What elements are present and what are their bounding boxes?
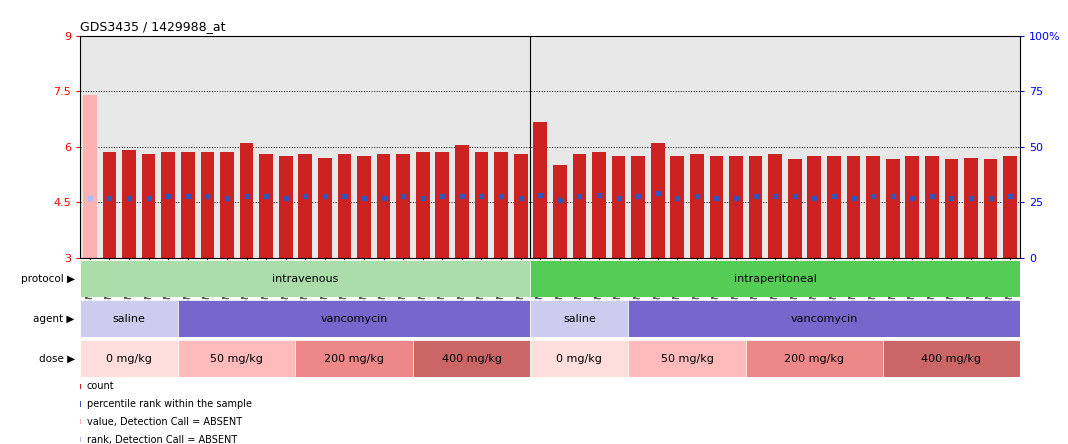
Bar: [745, 340, 883, 377]
Bar: [883, 340, 1020, 377]
Text: GDS3435 / 1429988_at: GDS3435 / 1429988_at: [80, 20, 225, 33]
Bar: [885, 159, 899, 258]
Bar: [239, 143, 253, 258]
Text: 200 mg/kg: 200 mg/kg: [784, 353, 845, 364]
Text: 400 mg/kg: 400 mg/kg: [442, 353, 502, 364]
Bar: [984, 159, 998, 258]
Text: 400 mg/kg: 400 mg/kg: [922, 353, 981, 364]
Bar: [788, 159, 802, 258]
Bar: [318, 158, 332, 258]
Bar: [178, 340, 296, 377]
Bar: [415, 152, 429, 258]
Bar: [161, 152, 175, 258]
Bar: [103, 152, 116, 258]
Bar: [827, 156, 841, 258]
Text: 200 mg/kg: 200 mg/kg: [325, 353, 384, 364]
Bar: [650, 143, 664, 258]
Bar: [337, 154, 351, 258]
Bar: [807, 156, 821, 258]
Bar: [847, 156, 861, 258]
Bar: [925, 156, 939, 258]
Bar: [260, 154, 273, 258]
Bar: [749, 156, 763, 258]
Bar: [296, 340, 413, 377]
Text: 0 mg/kg: 0 mg/kg: [106, 353, 152, 364]
Bar: [122, 150, 136, 258]
Bar: [413, 340, 531, 377]
Bar: [201, 152, 215, 258]
Text: vancomycin: vancomycin: [790, 313, 858, 324]
Bar: [80, 260, 531, 297]
Text: percentile rank within the sample: percentile rank within the sample: [87, 399, 252, 409]
Bar: [142, 154, 156, 258]
Bar: [628, 300, 1020, 337]
Bar: [279, 156, 293, 258]
Text: count: count: [87, 381, 114, 391]
Text: dose ▶: dose ▶: [38, 353, 75, 364]
Text: 50 mg/kg: 50 mg/kg: [210, 353, 263, 364]
Bar: [866, 156, 880, 258]
Bar: [494, 152, 508, 258]
Bar: [357, 156, 371, 258]
Bar: [396, 154, 410, 258]
Bar: [83, 95, 97, 258]
Text: rank, Detection Call = ABSENT: rank, Detection Call = ABSENT: [87, 435, 237, 444]
Bar: [436, 152, 450, 258]
Bar: [514, 154, 528, 258]
Text: vancomycin: vancomycin: [320, 313, 388, 324]
Text: 0 mg/kg: 0 mg/kg: [556, 353, 602, 364]
Bar: [531, 300, 628, 337]
Bar: [80, 340, 178, 377]
Bar: [220, 152, 234, 258]
Bar: [531, 260, 1020, 297]
Bar: [572, 154, 586, 258]
Bar: [671, 156, 685, 258]
Bar: [628, 340, 745, 377]
Bar: [729, 156, 743, 258]
Bar: [612, 156, 626, 258]
Bar: [964, 158, 978, 258]
Bar: [631, 156, 645, 258]
Bar: [709, 156, 723, 258]
Bar: [377, 154, 391, 258]
Text: value, Detection Call = ABSENT: value, Detection Call = ABSENT: [87, 417, 241, 427]
Text: agent ▶: agent ▶: [33, 313, 75, 324]
Bar: [906, 156, 920, 258]
Bar: [768, 154, 782, 258]
Bar: [944, 159, 958, 258]
Bar: [533, 123, 547, 258]
Bar: [1003, 156, 1017, 258]
Bar: [180, 152, 194, 258]
Text: 50 mg/kg: 50 mg/kg: [661, 353, 713, 364]
Bar: [178, 300, 531, 337]
Bar: [474, 152, 488, 258]
Text: saline: saline: [112, 313, 145, 324]
Text: intravenous: intravenous: [272, 274, 339, 284]
Text: saline: saline: [563, 313, 596, 324]
Text: protocol ▶: protocol ▶: [20, 274, 75, 284]
Bar: [553, 165, 567, 258]
Bar: [531, 340, 628, 377]
Bar: [455, 145, 469, 258]
Text: intraperitoneal: intraperitoneal: [734, 274, 817, 284]
Bar: [690, 154, 704, 258]
Bar: [298, 154, 312, 258]
Bar: [80, 300, 178, 337]
Bar: [592, 152, 606, 258]
